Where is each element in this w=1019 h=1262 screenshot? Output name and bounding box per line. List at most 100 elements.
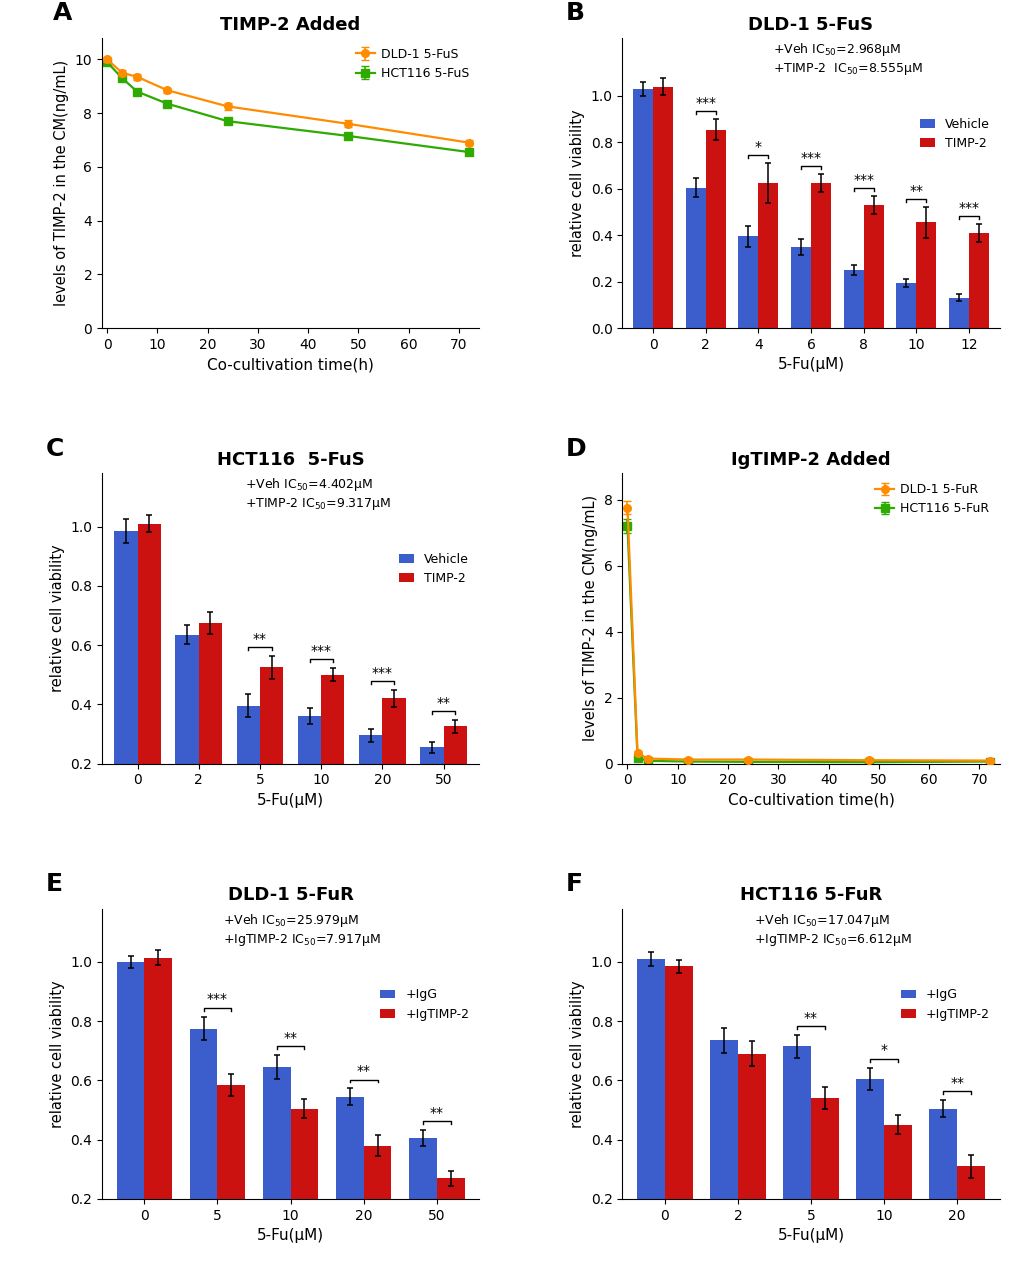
- Text: **: **: [436, 695, 450, 709]
- X-axis label: 5-Fu(μM): 5-Fu(μM): [257, 1228, 324, 1243]
- Bar: [928, 1108, 956, 1258]
- Bar: [810, 1098, 838, 1258]
- Text: **: **: [283, 1031, 298, 1045]
- Bar: [190, 1029, 217, 1258]
- Text: **: **: [253, 631, 267, 646]
- Legend: Vehicle, TIMP-2: Vehicle, TIMP-2: [915, 114, 993, 154]
- Bar: [116, 962, 145, 1258]
- X-axis label: 5-Fu(μM): 5-Fu(μM): [776, 357, 844, 372]
- Text: **: **: [950, 1076, 963, 1090]
- Bar: [263, 1068, 290, 1258]
- Bar: [199, 623, 222, 823]
- Text: ***: ***: [695, 96, 715, 110]
- Text: *: *: [879, 1044, 887, 1058]
- Text: *: *: [754, 140, 761, 154]
- Bar: [420, 747, 443, 823]
- Bar: [856, 1079, 883, 1258]
- Y-axis label: levels of TIMP-2 in the CM(ng/mL): levels of TIMP-2 in the CM(ng/mL): [583, 495, 598, 742]
- Title: IgTIMP-2 Added: IgTIMP-2 Added: [731, 451, 890, 469]
- Bar: [948, 298, 968, 328]
- Bar: [138, 524, 161, 823]
- Y-axis label: relative cell viability: relative cell viability: [570, 110, 585, 256]
- Text: ***: ***: [958, 201, 978, 215]
- Bar: [709, 1040, 737, 1258]
- Bar: [175, 635, 199, 823]
- Bar: [335, 1097, 364, 1258]
- Text: **: **: [429, 1106, 443, 1119]
- Legend: +IgG, +IgTIMP-2: +IgG, +IgTIMP-2: [896, 984, 993, 1025]
- Bar: [436, 1179, 464, 1258]
- Bar: [883, 1124, 911, 1258]
- Bar: [217, 1085, 245, 1258]
- Bar: [290, 1108, 318, 1258]
- X-axis label: Co-cultivation time(h): Co-cultivation time(h): [207, 357, 374, 372]
- Text: ***: ***: [311, 644, 331, 658]
- Text: ***: ***: [852, 173, 873, 187]
- Bar: [915, 222, 935, 328]
- Bar: [443, 727, 467, 823]
- Title: DLD-1 5-FuS: DLD-1 5-FuS: [748, 15, 872, 34]
- Bar: [359, 736, 382, 823]
- X-axis label: Co-cultivation time(h): Co-cultivation time(h): [727, 793, 894, 808]
- Y-axis label: relative cell viability: relative cell viability: [570, 981, 585, 1127]
- Text: **: **: [909, 184, 922, 198]
- Bar: [382, 698, 406, 823]
- Bar: [737, 1054, 765, 1258]
- Bar: [114, 531, 138, 823]
- Text: D: D: [566, 437, 586, 461]
- Bar: [236, 705, 260, 823]
- Bar: [633, 88, 652, 328]
- Bar: [863, 204, 882, 328]
- Legend: DLD-1 5-FuS, HCT116 5-FuS: DLD-1 5-FuS, HCT116 5-FuS: [352, 44, 473, 83]
- Title: DLD-1 5-FuR: DLD-1 5-FuR: [227, 886, 354, 905]
- Legend: Vehicle, TIMP-2: Vehicle, TIMP-2: [395, 549, 473, 589]
- Text: ***: ***: [372, 665, 392, 680]
- Bar: [652, 87, 673, 328]
- Title: HCT116  5-FuS: HCT116 5-FuS: [216, 451, 364, 469]
- Bar: [321, 675, 344, 823]
- Bar: [738, 236, 757, 328]
- Text: A: A: [53, 1, 72, 25]
- Text: C: C: [46, 437, 64, 461]
- Bar: [664, 967, 692, 1258]
- X-axis label: 5-Fu(μM): 5-Fu(μM): [257, 793, 324, 808]
- Title: TIMP-2 Added: TIMP-2 Added: [220, 15, 361, 34]
- Legend: +IgG, +IgTIMP-2: +IgG, +IgTIMP-2: [376, 984, 473, 1025]
- Y-axis label: relative cell viability: relative cell viability: [50, 981, 64, 1127]
- Text: E: E: [46, 872, 62, 896]
- Bar: [968, 233, 988, 328]
- Bar: [145, 958, 172, 1258]
- Bar: [364, 1146, 391, 1258]
- Title: HCT116 5-FuR: HCT116 5-FuR: [739, 886, 881, 905]
- Bar: [260, 668, 283, 823]
- Bar: [843, 270, 863, 328]
- Y-axis label: levels of TIMP-2 in the CM(ng/mL): levels of TIMP-2 in the CM(ng/mL): [54, 59, 69, 307]
- Bar: [685, 188, 705, 328]
- Text: +IgTIMP-2 IC$_{50}$=7.917μM: +IgTIMP-2 IC$_{50}$=7.917μM: [222, 931, 380, 948]
- Text: +IgTIMP-2 IC$_{50}$=6.612μM: +IgTIMP-2 IC$_{50}$=6.612μM: [754, 931, 912, 948]
- Text: **: **: [357, 1064, 370, 1078]
- Bar: [298, 716, 321, 823]
- Bar: [956, 1166, 984, 1258]
- Bar: [409, 1138, 436, 1258]
- Legend: DLD-1 5-FuR, HCT116 5-FuR: DLD-1 5-FuR, HCT116 5-FuR: [871, 480, 993, 519]
- Bar: [637, 959, 664, 1258]
- Bar: [896, 283, 915, 328]
- Text: **: **: [803, 1011, 817, 1025]
- Bar: [757, 183, 777, 328]
- Bar: [791, 247, 810, 328]
- Text: +TIMP-2  IC$_{50}$=8.555μM: +TIMP-2 IC$_{50}$=8.555μM: [772, 61, 923, 77]
- Text: F: F: [566, 872, 582, 896]
- Text: +Veh IC$_{50}$=17.047μM: +Veh IC$_{50}$=17.047μM: [754, 911, 890, 929]
- Text: +Veh IC$_{50}$=4.402μM: +Veh IC$_{50}$=4.402μM: [246, 476, 373, 493]
- Y-axis label: relative cell viability: relative cell viability: [50, 545, 64, 692]
- Text: B: B: [566, 1, 584, 25]
- Text: +TIMP-2 IC$_{50}$=9.317μM: +TIMP-2 IC$_{50}$=9.317μM: [246, 496, 391, 512]
- Bar: [705, 130, 725, 328]
- Text: +Veh IC$_{50}$=2.968μM: +Veh IC$_{50}$=2.968μM: [772, 40, 901, 58]
- Text: ***: ***: [207, 992, 228, 1006]
- Text: ***: ***: [800, 151, 820, 165]
- Bar: [783, 1046, 810, 1258]
- Bar: [810, 183, 830, 328]
- X-axis label: 5-Fu(μM): 5-Fu(μM): [776, 1228, 844, 1243]
